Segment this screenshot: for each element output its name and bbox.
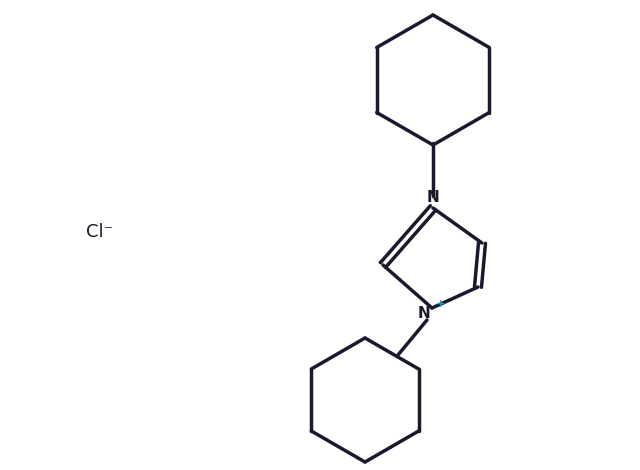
Text: Cl⁻: Cl⁻ — [86, 223, 113, 241]
Text: N: N — [427, 190, 440, 205]
Text: +: + — [435, 299, 445, 309]
Text: N: N — [418, 306, 430, 321]
